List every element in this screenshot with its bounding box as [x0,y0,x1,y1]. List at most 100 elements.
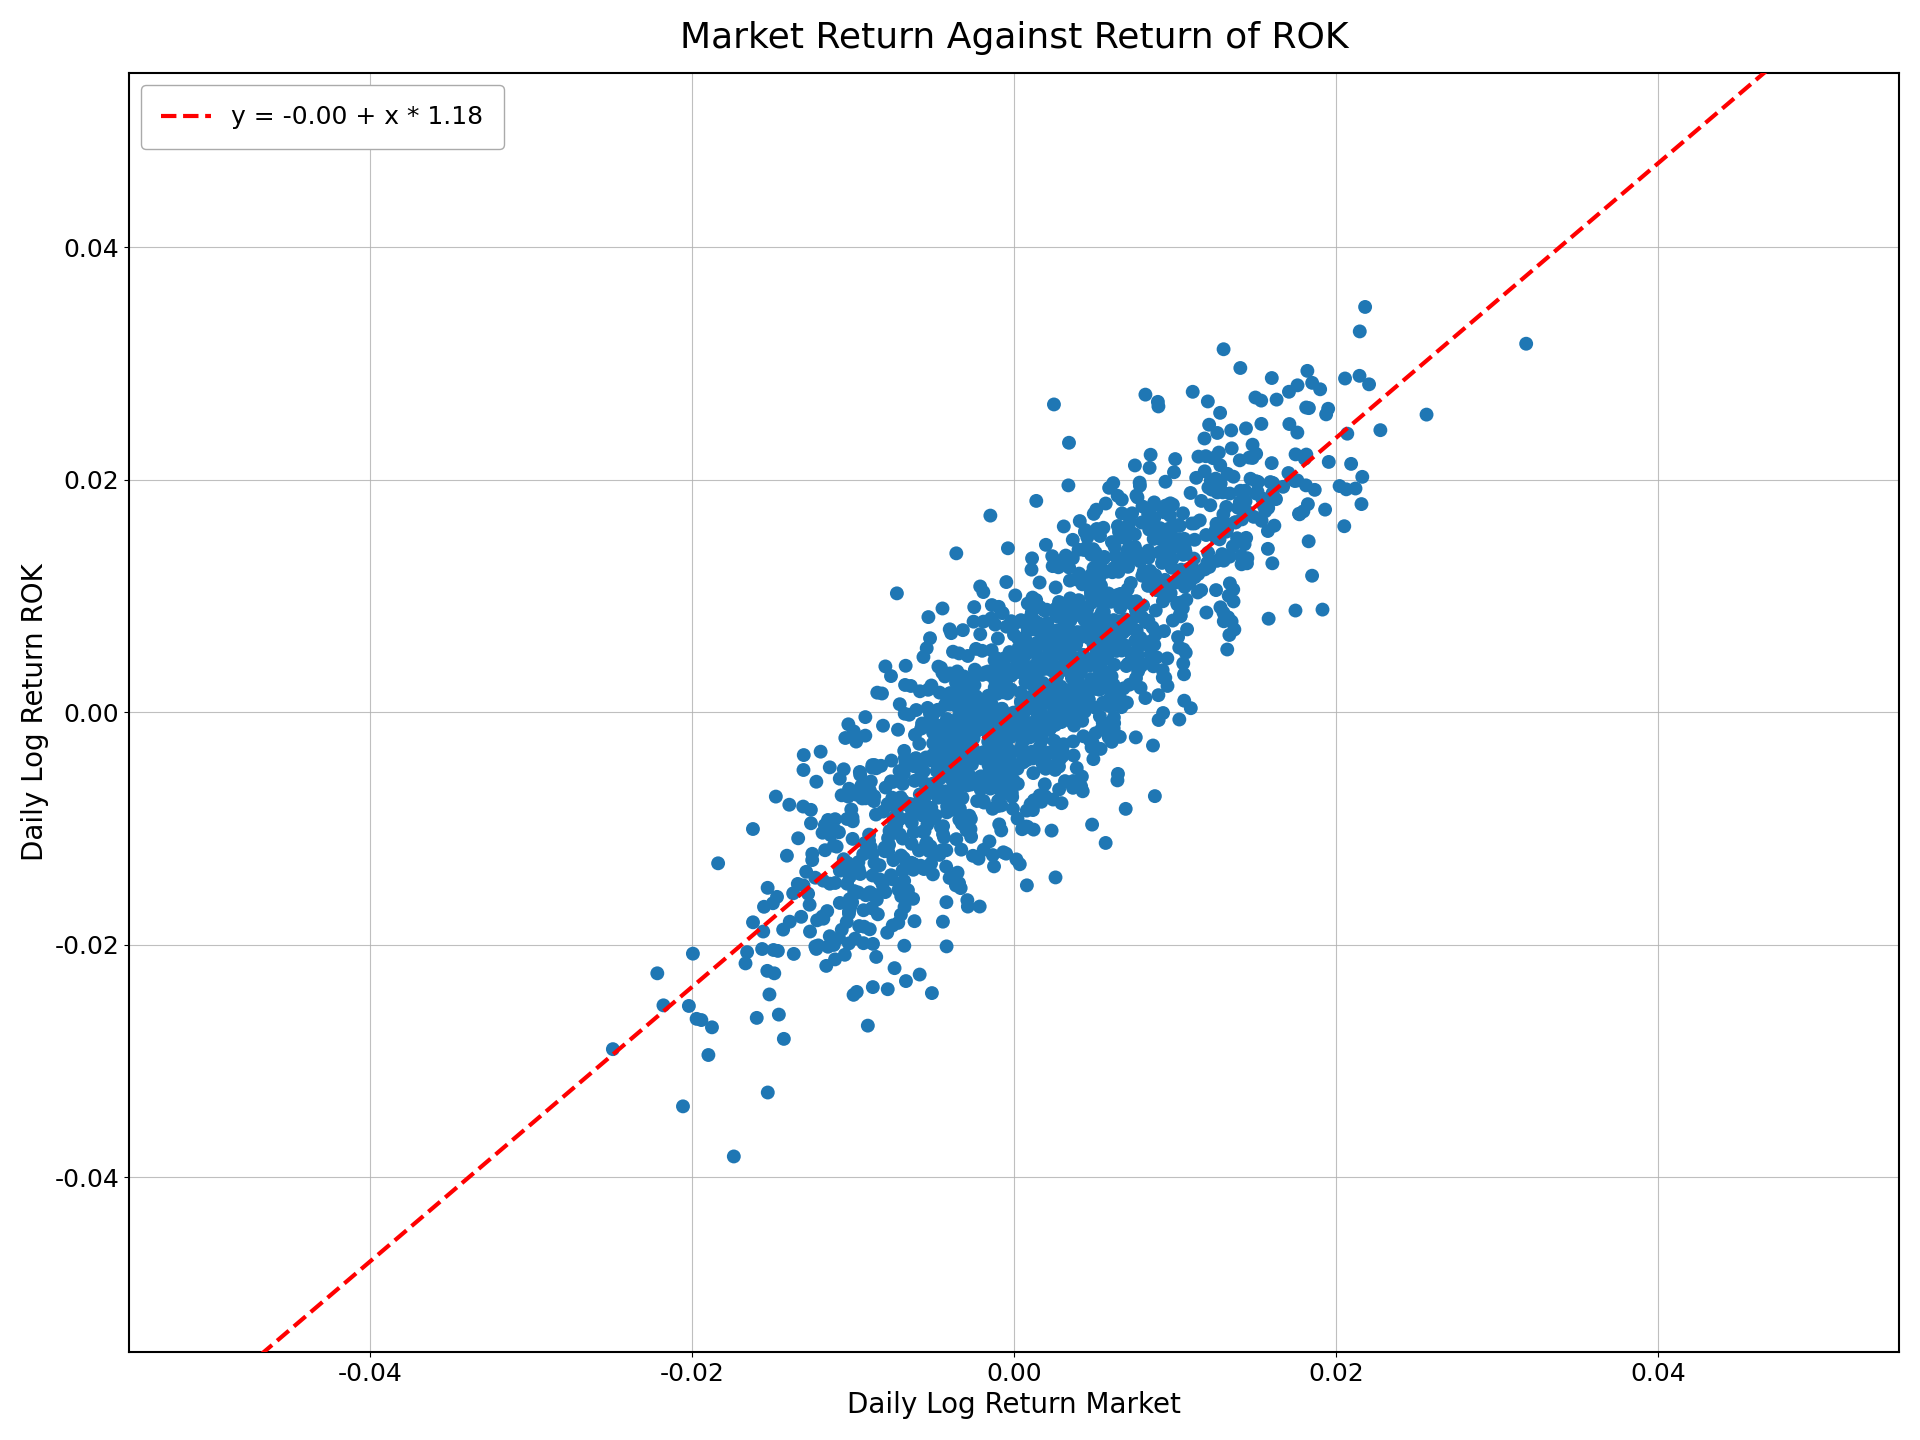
Point [858,753,889,776]
Point [1106,552,1137,575]
Point [831,857,862,880]
Point [1150,585,1181,608]
Point [1152,494,1183,517]
Point [945,667,975,690]
Point [1194,413,1225,436]
Point [1048,680,1079,703]
Point [1008,687,1039,710]
Point [1133,609,1164,632]
Point [1006,649,1037,672]
Point [1010,670,1041,693]
Point [924,734,954,757]
Point [1004,648,1035,671]
Point [1365,419,1396,442]
Point [1096,611,1127,634]
Point [1154,504,1185,527]
Point [1192,390,1223,413]
Point [1006,698,1037,721]
Point [1135,632,1165,655]
Point [941,665,972,688]
Point [941,747,972,770]
Point [1121,484,1152,507]
Point [1027,753,1058,776]
Point [1254,608,1284,631]
Point [1127,606,1158,629]
Point [981,716,1012,739]
Point [1160,448,1190,471]
Point [1033,742,1064,765]
Point [1033,691,1064,714]
Point [1064,562,1094,585]
Point [1071,526,1102,549]
Point [854,824,885,847]
Point [947,804,977,827]
Point [952,753,983,776]
Point [1031,645,1062,668]
Point [649,994,680,1017]
Point [1035,651,1066,674]
Point [1133,575,1164,598]
Point [1023,684,1054,707]
Point [979,649,1010,672]
Point [1077,814,1108,837]
Point [1025,717,1056,740]
Point [1018,818,1048,841]
Point [1010,613,1041,636]
Point [1027,752,1058,775]
Point [1050,595,1081,618]
Point [1179,566,1210,589]
Point [1125,677,1156,700]
Point [1212,462,1242,485]
Point [758,891,789,914]
Point [995,763,1025,786]
Point [927,910,958,933]
Point [891,969,922,992]
Point [1058,677,1089,700]
Point [1071,539,1102,562]
Point [868,873,899,896]
Point [1016,600,1046,624]
Point [889,746,920,769]
Point [828,757,858,780]
Point [1087,691,1117,714]
Point [1012,698,1043,721]
Point [718,1145,749,1168]
Point [1043,619,1073,642]
Point [899,821,929,844]
Point [841,730,872,753]
Point [1091,616,1121,639]
Point [1029,773,1060,796]
Point [918,808,948,831]
Point [924,755,954,778]
Point [1073,616,1104,639]
Point [960,658,991,681]
Point [1012,613,1043,636]
Point [1148,658,1179,681]
Point [737,818,768,841]
Title: Market Return Against Return of ROK: Market Return Against Return of ROK [680,20,1348,55]
Point [1035,675,1066,698]
Point [1048,733,1079,756]
Point [753,877,783,900]
Point [1037,660,1068,683]
Point [824,927,854,950]
Point [1020,609,1050,632]
Point [958,611,989,634]
Point [1135,644,1165,667]
Point [1125,655,1156,678]
Point [1110,608,1140,631]
Point [1089,624,1119,647]
Point [1027,632,1058,655]
Point [966,575,996,598]
Point [914,606,945,629]
Point [1112,611,1142,634]
Point [1294,530,1325,553]
Point [931,710,962,733]
Point [939,763,970,786]
Point [1225,544,1256,567]
Point [1023,739,1054,762]
Point [1121,589,1152,612]
Point [852,1014,883,1037]
Point [1064,683,1094,706]
Point [931,801,962,824]
